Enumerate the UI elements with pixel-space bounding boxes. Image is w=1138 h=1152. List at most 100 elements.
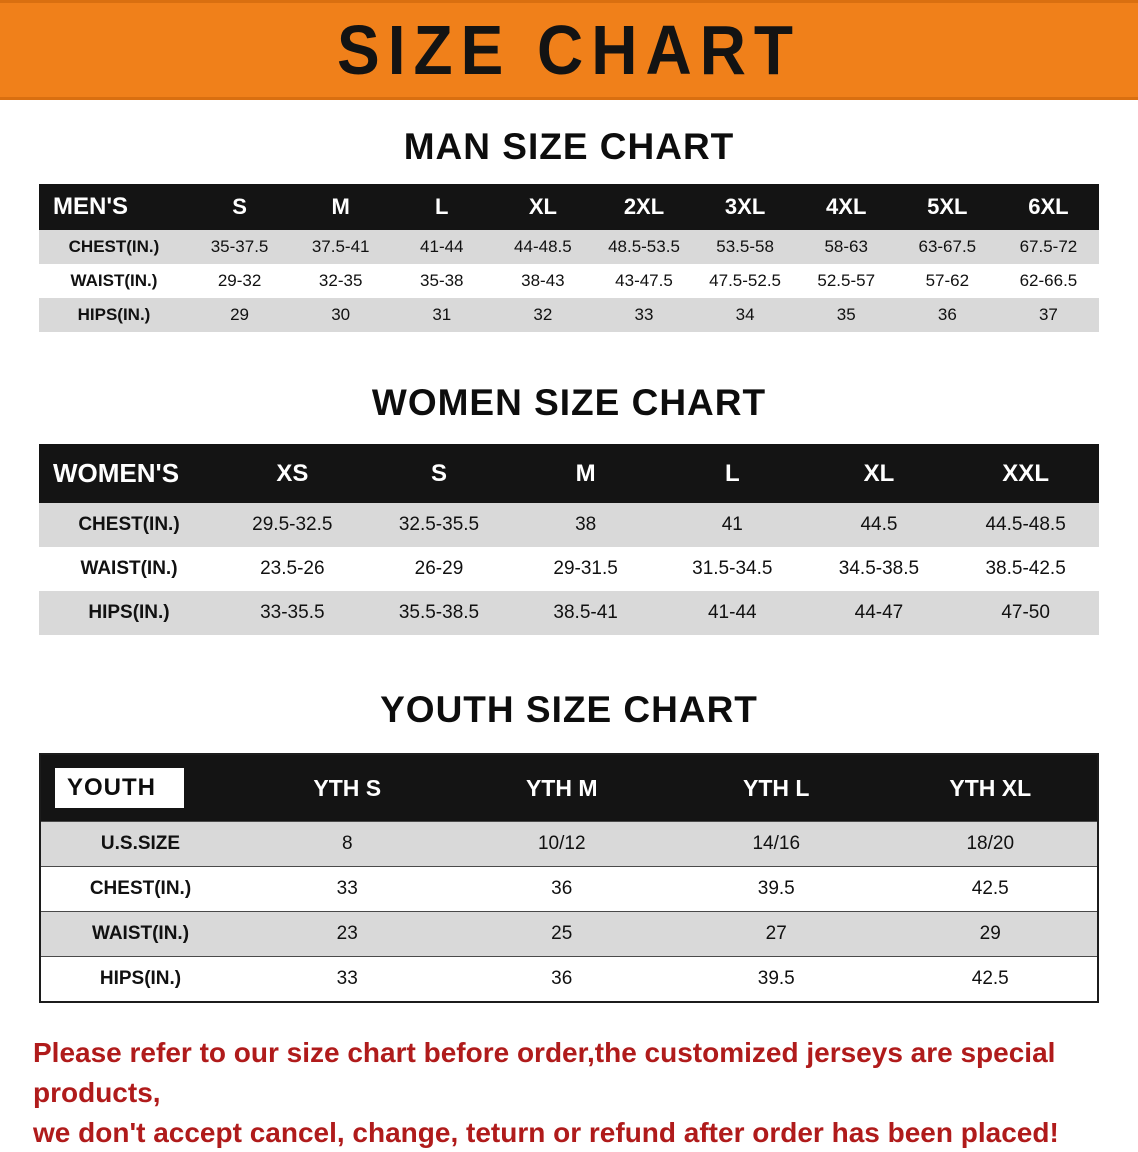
measure-value: 62-66.5 (998, 264, 1099, 298)
measure-value: 38.5-42.5 (952, 547, 1099, 591)
measure-value: 36 (455, 957, 670, 1003)
measure-value: 38 (512, 503, 659, 547)
measure-label: HIPS(IN.) (40, 957, 240, 1003)
size-col-l: L (659, 444, 806, 503)
size-col-xxl: XXL (952, 444, 1099, 503)
measure-value: 43-47.5 (593, 264, 694, 298)
size-col-6xl: 6XL (998, 184, 1099, 230)
measure-value: 8 (240, 822, 455, 867)
measure-value: 30 (290, 298, 391, 332)
size-col-4xl: 4XL (796, 184, 897, 230)
size-col-2xl: 2XL (593, 184, 694, 230)
measure-value: 33 (593, 298, 694, 332)
measure-label: CHEST(IN.) (39, 230, 189, 264)
measure-value: 32.5-35.5 (366, 503, 513, 547)
size-group-label: YOUTH (40, 754, 240, 822)
measure-value: 29.5-32.5 (219, 503, 366, 547)
banner-title: SIZE CHART (337, 10, 801, 90)
measure-value: 39.5 (669, 867, 884, 912)
size-col-l: L (391, 184, 492, 230)
size-col-3xl: 3XL (695, 184, 796, 230)
size-col-xl: XL (806, 444, 953, 503)
measure-value: 35 (796, 298, 897, 332)
notice-line-1: Please refer to our size chart before or… (33, 1033, 1105, 1113)
measure-value: 25 (455, 912, 670, 957)
measure-label: HIPS(IN.) (39, 591, 219, 635)
measure-value: 38.5-41 (512, 591, 659, 635)
measure-value: 31 (391, 298, 492, 332)
measure-value: 23.5-26 (219, 547, 366, 591)
measure-value: 18/20 (884, 822, 1099, 867)
size-col-m: M (290, 184, 391, 230)
measure-value: 47-50 (952, 591, 1099, 635)
size-col-xs: XS (219, 444, 366, 503)
measure-value: 14/16 (669, 822, 884, 867)
measure-value: 52.5-57 (796, 264, 897, 298)
size-group-label: MEN'S (39, 184, 189, 230)
measure-value: 38-43 (492, 264, 593, 298)
size-col-yth-xl: YTH XL (884, 754, 1099, 822)
notice-line-2: we don't accept cancel, change, teturn o… (33, 1113, 1105, 1152)
measure-label: CHEST(IN.) (40, 867, 240, 912)
size-col-yth-s: YTH S (240, 754, 455, 822)
measure-value: 31.5-34.5 (659, 547, 806, 591)
size-col-5xl: 5XL (897, 184, 998, 230)
measure-value: 29-31.5 (512, 547, 659, 591)
measure-value: 32 (492, 298, 593, 332)
size-col-s: S (366, 444, 513, 503)
measure-value: 44-47 (806, 591, 953, 635)
measure-value: 44-48.5 (492, 230, 593, 264)
measure-value: 29-32 (189, 264, 290, 298)
measure-value: 44.5 (806, 503, 953, 547)
measure-value: 36 (455, 867, 670, 912)
measure-value: 41 (659, 503, 806, 547)
measure-value: 29 (189, 298, 290, 332)
measure-value: 10/12 (455, 822, 670, 867)
measure-value: 39.5 (669, 957, 884, 1003)
size-col-yth-m: YTH M (455, 754, 670, 822)
youth-section-heading: YOUTH SIZE CHART (0, 635, 1138, 753)
measure-value: 34.5-38.5 (806, 547, 953, 591)
size-col-xl: XL (492, 184, 593, 230)
measure-value: 42.5 (884, 867, 1099, 912)
men-section-heading: MAN SIZE CHART (0, 100, 1138, 184)
measure-label: HIPS(IN.) (39, 298, 189, 332)
measure-value: 33 (240, 957, 455, 1003)
measure-value: 41-44 (659, 591, 806, 635)
measure-label: U.S.SIZE (40, 822, 240, 867)
measure-value: 63-67.5 (897, 230, 998, 264)
measure-value: 37.5-41 (290, 230, 391, 264)
measure-label: CHEST(IN.) (39, 503, 219, 547)
measure-value: 57-62 (897, 264, 998, 298)
measure-value: 29 (884, 912, 1099, 957)
measure-value: 27 (669, 912, 884, 957)
size-col-m: M (512, 444, 659, 503)
size-group-label: WOMEN'S (39, 444, 219, 503)
measure-value: 33-35.5 (219, 591, 366, 635)
measure-value: 36 (897, 298, 998, 332)
measure-value: 34 (695, 298, 796, 332)
measure-value: 37 (998, 298, 1099, 332)
measure-value: 32-35 (290, 264, 391, 298)
measure-value: 47.5-52.5 (695, 264, 796, 298)
measure-value: 58-63 (796, 230, 897, 264)
size-col-s: S (189, 184, 290, 230)
measure-label: WAIST(IN.) (39, 264, 189, 298)
measure-value: 35-38 (391, 264, 492, 298)
measure-value: 33 (240, 867, 455, 912)
